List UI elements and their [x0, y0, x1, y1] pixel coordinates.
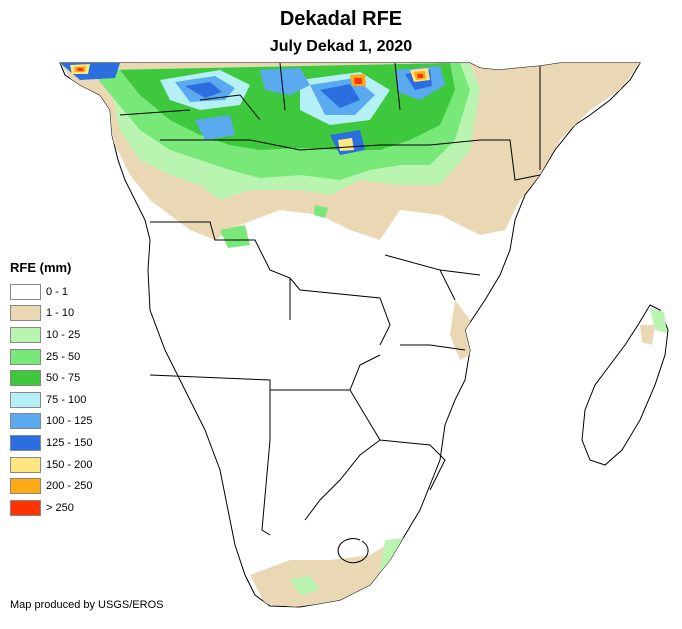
legend-swatch — [10, 434, 41, 451]
legend-item: 150 - 200 — [10, 454, 160, 476]
legend-swatch — [10, 326, 41, 343]
legend-label: 200 - 250 — [46, 480, 93, 493]
legend-label: 100 - 125 — [46, 415, 93, 428]
legend-item: 125 - 150 — [10, 432, 160, 454]
legend-label: > 250 — [46, 501, 74, 514]
legend-label: 75 - 100 — [46, 393, 87, 406]
legend-swatch — [10, 478, 41, 495]
legend-swatch — [10, 305, 41, 322]
rfe-zone-1-10-south — [250, 540, 410, 607]
legend-swatch — [10, 283, 41, 300]
legend-label: 125 - 150 — [46, 436, 93, 449]
legend-label: 1 - 10 — [46, 307, 75, 320]
legend-label: 150 - 200 — [46, 458, 93, 471]
legend-item: 100 - 125 — [10, 411, 160, 433]
legend-label: 50 - 75 — [46, 372, 81, 385]
legend-item: 0 - 1 — [10, 281, 160, 303]
legend-title: RFE (mm) — [10, 260, 72, 275]
legend-item: 200 - 250 — [10, 475, 160, 497]
legend-swatch — [10, 413, 41, 430]
map-subtitle: July Dekad 1, 2020 — [269, 38, 413, 55]
legend-swatch — [10, 348, 41, 365]
legend-swatch — [10, 370, 41, 387]
map-title: Dekadal RFE — [279, 8, 403, 30]
legend-swatch — [10, 456, 41, 473]
map-credit: Map produced by USGS/EROS — [10, 599, 164, 611]
rfe-zone-1-10-east — [450, 300, 470, 360]
legend-label: 25 - 50 — [46, 350, 81, 363]
legend-item: 10 - 25 — [10, 324, 160, 346]
legend-item: > 250 — [10, 497, 160, 519]
legend-item: 1 - 10 — [10, 303, 160, 325]
legend-item: 25 - 50 — [10, 346, 160, 368]
country-boundaries — [119, 62, 541, 564]
legend-swatch — [10, 391, 41, 408]
legend-swatch — [10, 499, 41, 516]
legend-item: 75 - 100 — [10, 389, 160, 411]
legend: RFE (mm) 0 - 1 1 - 10 10 - 25 25 - 50 50 - 7… — [10, 260, 160, 519]
legend-rows: 0 - 1 1 - 10 10 - 25 25 - 50 50 - 75 75 - 100… — [10, 281, 160, 519]
madagascar-island — [581, 304, 669, 466]
legend-label: 10 - 25 — [46, 328, 81, 341]
legend-label: 0 - 1 — [46, 285, 69, 298]
legend-item: 50 - 75 — [10, 367, 160, 389]
